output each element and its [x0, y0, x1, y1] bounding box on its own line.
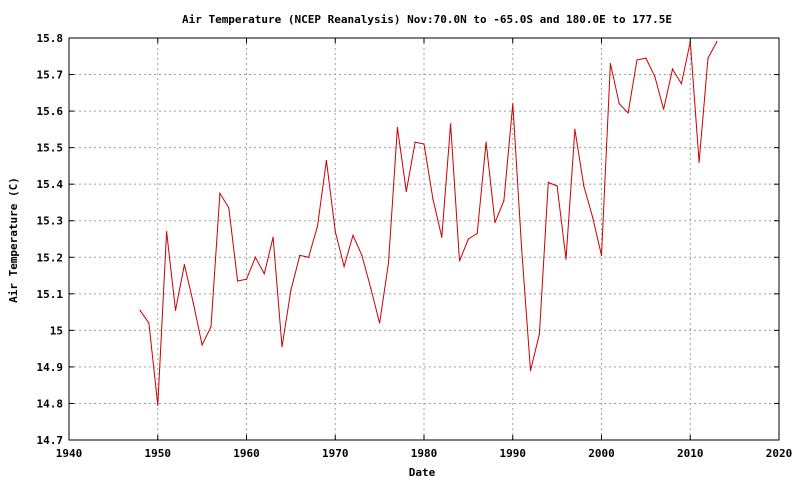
data-point [334, 231, 336, 233]
data-point [467, 238, 469, 240]
data-point [308, 256, 310, 258]
data-point [645, 57, 647, 59]
y-tick-label: 15.3 [37, 215, 64, 228]
data-point [680, 83, 682, 85]
data-point [494, 221, 496, 224]
data-point [166, 231, 168, 233]
data-point [237, 280, 239, 282]
x-tick-label: 1990 [500, 447, 527, 460]
data-point [600, 254, 603, 257]
data-point [148, 322, 150, 324]
data-point [592, 216, 594, 218]
temperature-series-line [139, 41, 718, 406]
x-tick-label: 2000 [588, 447, 615, 460]
chart-title: Air Temperature (NCEP Reanalysis) Nov:70… [182, 13, 672, 26]
gridlines [69, 38, 779, 440]
data-point [379, 322, 381, 324]
y-tick-label: 14.7 [37, 434, 64, 447]
y-tick-label: 15.6 [37, 105, 64, 118]
data-point [609, 62, 611, 65]
data-point [485, 141, 487, 143]
x-tick-label: 2020 [766, 447, 793, 460]
data-point [228, 207, 230, 209]
data-point [654, 75, 656, 77]
data-point [556, 185, 558, 187]
data-point [245, 278, 248, 280]
data-point [618, 103, 620, 105]
data-point [529, 369, 532, 372]
data-point [627, 112, 629, 114]
data-point [343, 265, 345, 268]
data-point [414, 141, 416, 143]
data-point [521, 247, 523, 249]
data-point [512, 103, 514, 105]
y-tick-label: 15.4 [37, 178, 64, 191]
y-axis-label: Air Temperature (C) [7, 177, 20, 303]
data-point [272, 236, 274, 238]
data-point [263, 273, 265, 275]
data-point [716, 41, 718, 43]
data-point [698, 161, 700, 163]
data-point [290, 289, 292, 291]
x-tick-label: 1950 [145, 447, 172, 460]
y-axis-ticks: 14.7 14.8 14.9 15 15.1 15.2 15.3 15.4 15.5 15.6 15… [37, 32, 779, 447]
data-point [281, 346, 283, 348]
data-point [325, 159, 327, 162]
data-point [183, 263, 185, 266]
data-point [565, 258, 567, 260]
x-tick-label: 1940 [56, 447, 83, 460]
data-point [157, 404, 159, 406]
data-point [210, 326, 212, 328]
data-point [219, 192, 221, 194]
data-point [396, 126, 398, 129]
data-point [405, 190, 407, 193]
data-point [254, 256, 256, 258]
data-point [574, 128, 576, 130]
data-point [503, 200, 505, 202]
data-point [583, 185, 585, 187]
data-point [139, 309, 141, 311]
data-point [370, 287, 372, 289]
y-tick-label: 15.7 [37, 69, 64, 82]
series-layer [139, 41, 718, 406]
data-point [299, 254, 301, 257]
y-tick-label: 15.5 [37, 142, 64, 155]
data-point [458, 260, 461, 262]
data-point [538, 333, 540, 335]
x-tick-label: 1980 [411, 447, 438, 460]
data-point [423, 143, 425, 145]
y-tick-label: 14.9 [37, 361, 64, 374]
data-point [476, 232, 478, 235]
data-point [352, 234, 354, 236]
data-point [174, 309, 177, 311]
y-tick-label: 15.1 [37, 288, 64, 301]
y-tick-label: 15.8 [37, 32, 64, 45]
x-tick-label: 1970 [322, 447, 349, 460]
data-point [387, 262, 390, 264]
x-axis-ticks: 1940 1950 1960 1970 1980 1990 2000 2010 2020 [56, 38, 793, 460]
data-point [663, 108, 665, 110]
data-point [316, 225, 319, 227]
data-point [361, 254, 363, 257]
y-tick-label: 15.2 [37, 251, 64, 264]
data-point [192, 302, 194, 304]
y-tick-label: 14.8 [37, 397, 64, 410]
data-point [450, 123, 452, 125]
data-point [432, 198, 434, 200]
x-tick-label: 2010 [677, 447, 704, 460]
y-tick-label: 15 [50, 324, 63, 337]
data-point [441, 236, 443, 238]
x-tick-label: 1960 [233, 447, 260, 460]
x-axis-label: Date [409, 466, 436, 479]
data-point [671, 68, 674, 70]
data-point [707, 57, 709, 59]
data-point [547, 181, 549, 183]
data-point [636, 59, 638, 61]
data-point [201, 344, 203, 346]
